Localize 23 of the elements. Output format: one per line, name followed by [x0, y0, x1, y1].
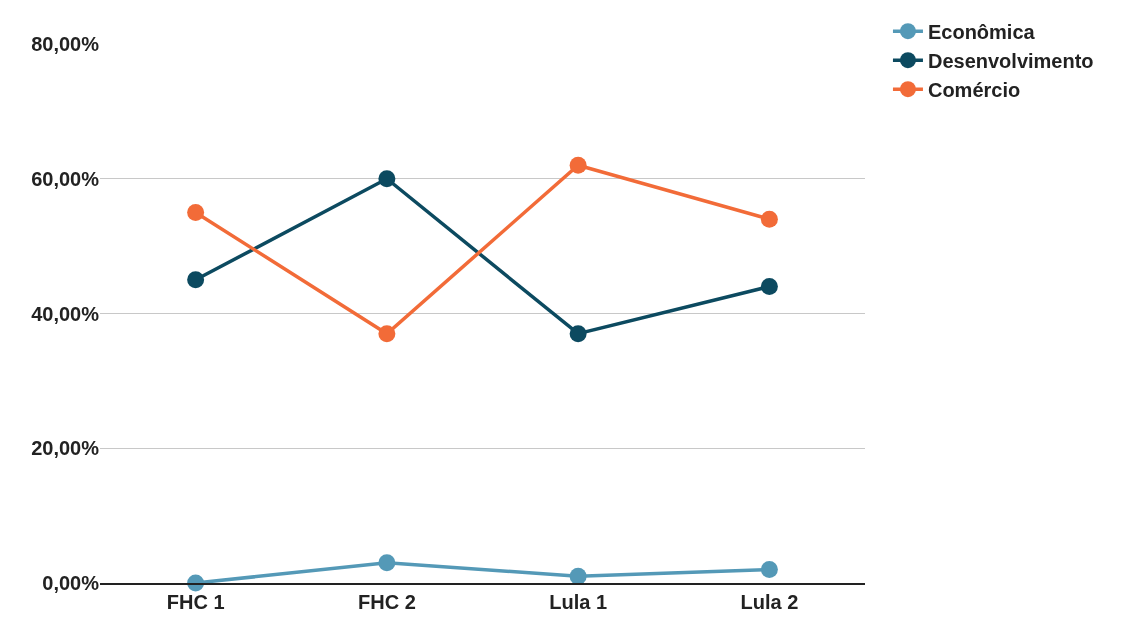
y-tick-label: 60,00%: [31, 167, 100, 190]
point: [378, 170, 396, 188]
x-tick-label: Lula 1: [549, 590, 608, 613]
point: [760, 278, 778, 296]
y-tick-label: 20,00%: [31, 437, 100, 460]
point: [569, 325, 587, 343]
point: [378, 554, 396, 572]
y-tick-label: 80,00%: [31, 33, 100, 55]
x-tick-label: FHC 2: [357, 590, 416, 613]
x-tick-label: FHC 1: [166, 590, 225, 613]
y-tick-label: 40,00%: [31, 302, 100, 325]
x-tick-label: Lula 2: [740, 590, 799, 613]
legend-label: Comércio: [927, 78, 1021, 101]
point: [760, 561, 778, 579]
point: [378, 325, 396, 343]
point: [569, 567, 587, 585]
point: [187, 271, 205, 289]
y-tick-label: 0,00%: [42, 572, 100, 594]
point: [569, 156, 587, 174]
legend-label: Econômica: [927, 20, 1036, 43]
point: [760, 210, 778, 228]
point: [187, 203, 205, 221]
legend-label: Desenvolvimento: [927, 49, 1094, 72]
